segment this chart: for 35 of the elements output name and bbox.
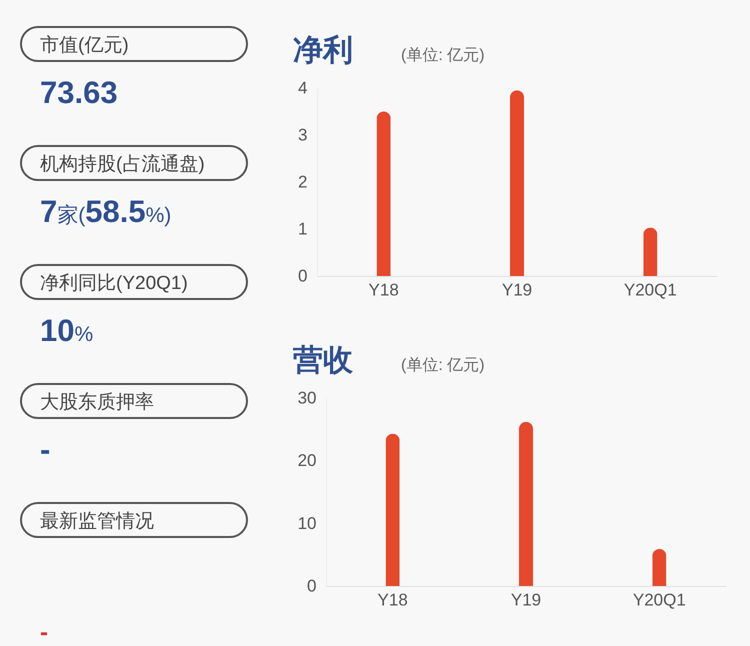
y-tick-label: 4 xyxy=(298,78,308,98)
y-tick-label: 0 xyxy=(298,266,308,286)
text: - xyxy=(39,618,49,646)
x-tick-label: Y20Q1 xyxy=(632,590,686,610)
chart-title: 净利 xyxy=(293,33,353,69)
x-tick-label: Y18 xyxy=(368,280,399,300)
x-tick-label: Y19 xyxy=(510,590,542,610)
bar xyxy=(386,434,400,586)
bar xyxy=(510,90,524,276)
text: 大股东质押率 xyxy=(20,383,248,419)
x-tick-label: Y19 xyxy=(502,280,532,300)
y-tick-label: 20 xyxy=(298,451,316,470)
bar xyxy=(376,112,391,276)
text: - xyxy=(39,431,52,469)
text: 最新监管情况 xyxy=(20,502,248,538)
y-tick-label: 1 xyxy=(298,220,308,238)
text: 净利同比(Y20Q1) xyxy=(20,264,248,300)
y-tick-label: 2 xyxy=(298,172,308,192)
bar xyxy=(652,549,666,586)
chart-subtitle: (单位: 亿元) xyxy=(401,46,485,66)
bar xyxy=(643,228,658,276)
y-tick-label: 30 xyxy=(298,388,316,408)
y-tick-label: 0 xyxy=(307,576,316,596)
y-tick-label: 10 xyxy=(298,514,316,533)
text: 73.63 xyxy=(39,74,119,112)
text: 市值(亿元) xyxy=(20,26,248,62)
y-tick-label: 3 xyxy=(298,126,308,144)
x-tick-label: Y20Q1 xyxy=(624,280,677,300)
x-tick-label: Y18 xyxy=(378,590,408,610)
chart-subtitle: (单位: 亿元) xyxy=(401,356,485,376)
text: 7家(58.5%) xyxy=(39,193,172,231)
chart-title: 营收 xyxy=(293,343,353,379)
text: 机构持股(占流通盘) xyxy=(20,145,248,181)
bar xyxy=(519,422,533,586)
text: 10% xyxy=(39,312,94,350)
